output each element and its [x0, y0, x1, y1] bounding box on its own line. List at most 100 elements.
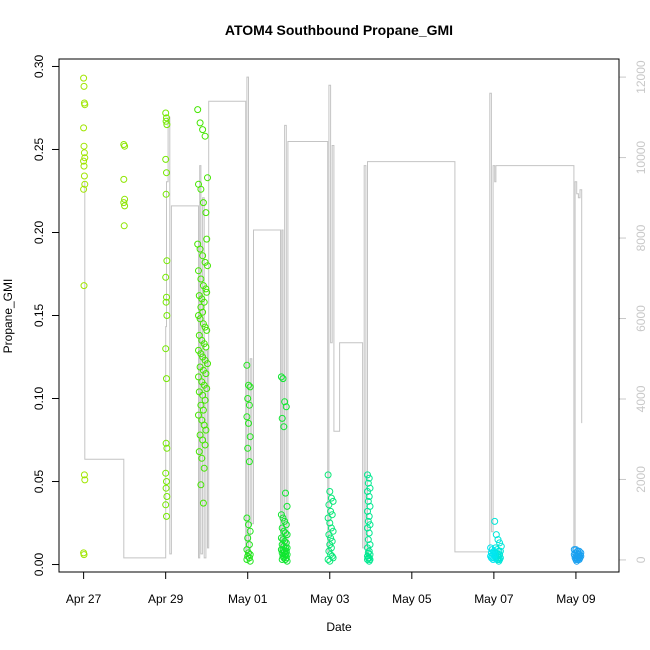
data-point: [364, 507, 371, 515]
data-point: [243, 546, 251, 554]
data-point: [243, 361, 251, 369]
data-point: [163, 114, 170, 122]
data-point: [282, 556, 289, 563]
data-point: [121, 202, 129, 210]
data-point: [281, 517, 289, 525]
data-point: [244, 395, 252, 402]
data-point: [120, 222, 128, 230]
series-apr-27: [80, 74, 89, 559]
data-point: [324, 471, 332, 479]
data-point: [246, 383, 254, 391]
data-point: [364, 544, 371, 552]
data-point: [162, 190, 170, 198]
data-point: [197, 185, 205, 193]
data-point: [245, 549, 252, 557]
data-point: [327, 494, 335, 502]
data-point: [163, 444, 171, 452]
data-point: [327, 507, 335, 515]
axes-layer: Apr 27 Apr 29 May 01 May 03 May 05 May 07 May …: [32, 54, 648, 606]
data-point: [329, 497, 337, 505]
data-point: [204, 262, 211, 270]
secondary-tick-label: 10000: [634, 141, 648, 175]
data-point: [202, 285, 210, 293]
data-point: [364, 549, 372, 557]
data-point: [195, 312, 202, 319]
data-point: [244, 534, 252, 542]
data-point: [364, 536, 372, 544]
data-point: [365, 493, 373, 500]
series-apr-28: [120, 141, 129, 230]
data-point: [199, 406, 207, 414]
data-point: [246, 527, 254, 535]
data-point: [325, 501, 333, 509]
data-point: [81, 154, 89, 162]
data-point: [199, 252, 207, 260]
altitude-background-layer: [83, 76, 583, 559]
data-point: [162, 155, 170, 163]
y-tick-label: 0.15: [32, 303, 46, 327]
data-point: [364, 488, 371, 495]
data-point: [280, 423, 288, 431]
data-point: [246, 557, 254, 565]
data-point: [80, 74, 88, 82]
data-point: [121, 142, 129, 150]
data-point: [487, 554, 495, 562]
data-point: [80, 172, 88, 180]
data-point: [197, 275, 205, 283]
data-point: [162, 117, 170, 125]
data-point: [244, 444, 252, 452]
data-point: [163, 478, 170, 485]
x-tick-label: May 09: [556, 592, 596, 606]
data-point: [278, 556, 286, 563]
data-point: [282, 403, 290, 411]
data-point: [80, 124, 88, 132]
data-point: [202, 426, 210, 434]
series-apr-30: [194, 106, 211, 507]
data-point: [326, 519, 334, 527]
data-point: [162, 345, 170, 353]
series-may-07: [487, 544, 499, 563]
data-point: [162, 484, 170, 492]
data-point: [200, 298, 208, 306]
data-point: [365, 557, 373, 565]
data-point: [163, 293, 170, 301]
data-point: [245, 381, 252, 389]
data-point: [243, 413, 251, 421]
secondary-tick-label: 12000: [634, 60, 648, 94]
data-point: [203, 385, 211, 392]
data-point: [163, 169, 170, 177]
data-point: [80, 551, 88, 559]
data-point: [196, 245, 204, 253]
data-point: [80, 142, 88, 150]
x-tick-label: Apr 29: [148, 592, 184, 606]
data-point: [163, 312, 171, 319]
data-point: [279, 375, 287, 383]
data-point: [246, 433, 254, 441]
data-point: [325, 531, 333, 539]
data-point: [201, 132, 209, 140]
data-point: [163, 257, 171, 265]
data-point: [197, 303, 205, 311]
data-point: [80, 185, 88, 193]
data-point: [326, 488, 334, 495]
data-point: [492, 531, 500, 539]
data-point: [365, 512, 373, 520]
data-point: [202, 343, 210, 351]
data-point: [199, 199, 207, 207]
data-point: [573, 557, 581, 565]
series-may-04: [364, 471, 374, 565]
data-point: [365, 474, 373, 482]
data-point: [364, 471, 371, 479]
data-point: [200, 464, 208, 472]
data-point: [243, 556, 251, 563]
y-tick-label: 0.05: [32, 470, 46, 494]
data-point: [163, 375, 170, 383]
y-tick-label: 0.20: [32, 220, 46, 244]
x-tick-label: Apr 27: [66, 592, 102, 606]
data-point: [245, 419, 252, 427]
data-point: [195, 373, 202, 381]
data-point: [80, 157, 88, 165]
data-point: [81, 180, 89, 188]
data-point: [278, 524, 286, 532]
data-point: [200, 421, 208, 429]
